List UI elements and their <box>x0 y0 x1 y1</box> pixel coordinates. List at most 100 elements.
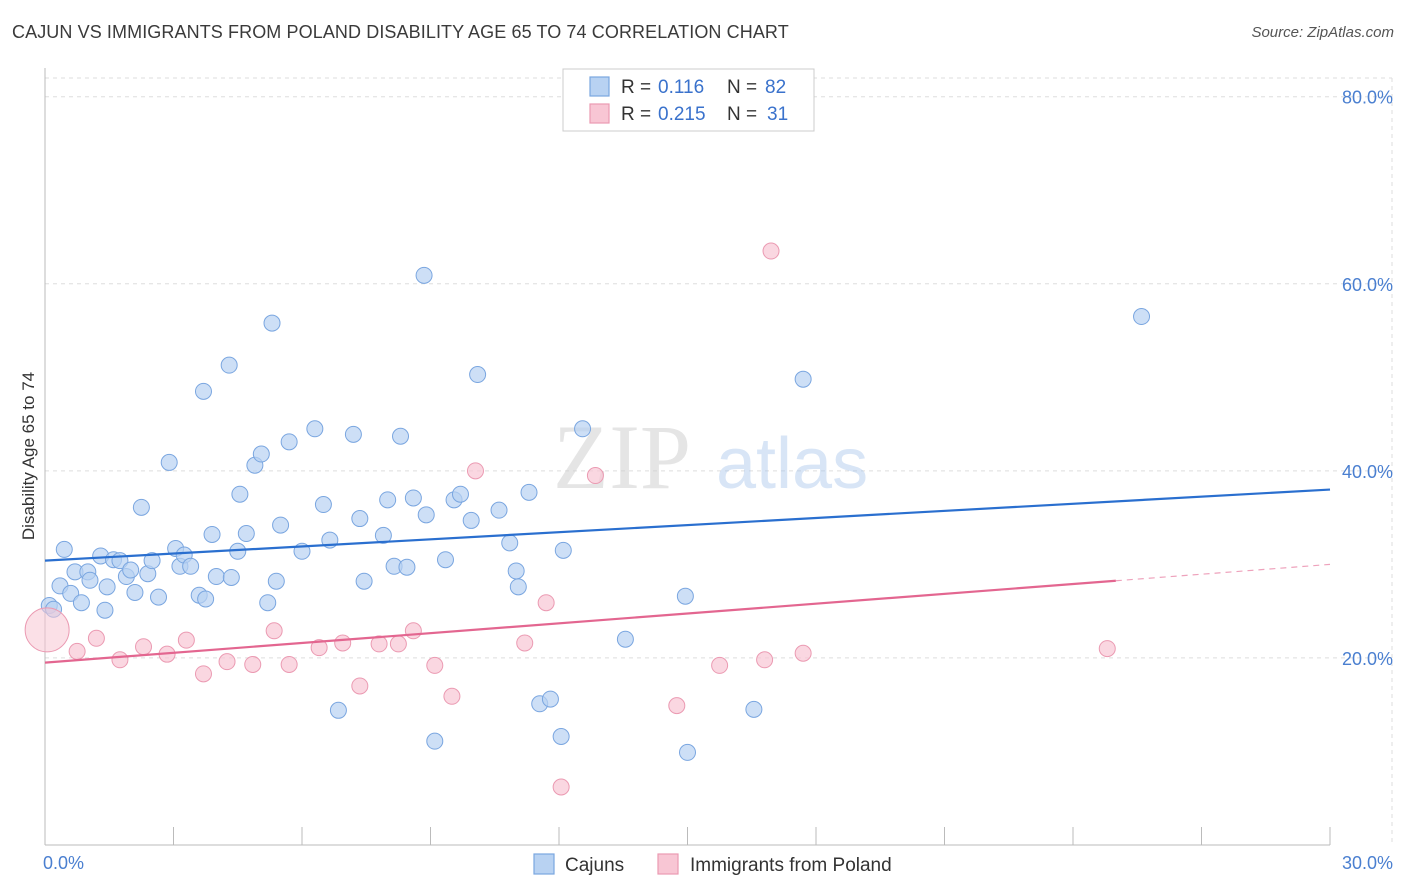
point-poland <box>466 462 484 480</box>
point-cajuns <box>679 743 696 761</box>
point-cajuns <box>426 732 444 750</box>
point-poland <box>516 634 534 652</box>
point-poland <box>135 638 153 656</box>
point-poland <box>1098 640 1116 658</box>
y-tick-label: 20.0% <box>1342 649 1393 669</box>
point-cajuns <box>417 506 435 524</box>
point-cajuns <box>509 578 527 596</box>
point-cajuns <box>55 540 73 558</box>
point-cajuns <box>392 427 410 445</box>
point-poland <box>389 635 407 653</box>
y-axis-title: Disability Age 65 to 74 <box>19 372 38 540</box>
point-cajuns <box>616 630 634 648</box>
point-cajuns <box>222 568 240 586</box>
tick-labels: 20.0% 40.0% 60.0% 80.0% 0.0% 30.0% <box>43 88 1393 873</box>
trend-line-poland-extension <box>1115 563 1331 582</box>
y-tick-label: 40.0% <box>1342 462 1393 482</box>
legend: R = 0.116 N = 82 R = 0.215 N = 31 <box>562 68 815 132</box>
point-poland <box>426 656 444 674</box>
watermark-zip: ZIP <box>553 406 691 508</box>
legend-cajuns-n-value: 82 <box>765 77 786 98</box>
point-poland <box>68 642 86 660</box>
point-cajuns <box>398 558 416 576</box>
point-cajuns <box>126 583 144 601</box>
legend-swatch-poland <box>589 103 610 124</box>
x-tick-label: 0.0% <box>43 853 84 873</box>
point-cajuns <box>541 690 559 708</box>
point-cajuns <box>451 485 469 503</box>
point-poland <box>177 631 195 649</box>
point-cajuns <box>62 584 80 602</box>
series-cajuns-points <box>40 266 1151 761</box>
bottom-legend-label-poland: Immigrants from Poland <box>690 855 892 876</box>
point-cajuns <box>231 485 249 503</box>
point-cajuns <box>1133 308 1151 326</box>
point-cajuns <box>507 562 525 580</box>
point-cajuns <box>676 587 694 605</box>
trend-line-poland <box>44 579 1116 664</box>
point-cajuns <box>280 433 298 451</box>
legend-poland-r-label: R = <box>621 104 651 125</box>
point-cajuns <box>355 572 373 590</box>
legend-cajuns-r-value: 0.116 <box>658 77 704 98</box>
point-poland <box>756 651 774 669</box>
trend-lines <box>44 488 1331 664</box>
point-cajuns <box>150 588 168 606</box>
point-poland <box>794 644 812 662</box>
legend-poland-n-value: 31 <box>767 104 788 125</box>
point-cajuns <box>415 266 433 284</box>
axes <box>44 68 1331 846</box>
point-cajuns <box>267 572 285 590</box>
trend-line-cajuns <box>44 488 1331 562</box>
point-poland <box>218 653 236 671</box>
point-cajuns <box>314 496 332 514</box>
y-tick-label: 60.0% <box>1342 275 1393 295</box>
point-cajuns <box>379 491 397 509</box>
point-cajuns <box>490 501 508 519</box>
legend-poland-n-label: N = <box>727 104 757 125</box>
point-poland <box>668 697 686 715</box>
point-cajuns <box>436 551 454 569</box>
point-poland <box>586 467 604 485</box>
point-cajuns <box>520 483 538 501</box>
point-cajuns <box>469 366 487 384</box>
legend-poland-r-value: 0.215 <box>658 104 706 125</box>
point-poland <box>111 651 129 669</box>
source-text: Source: ZipAtlas.com <box>1251 24 1394 41</box>
bottom-legend-swatch-poland <box>657 853 679 875</box>
point-cajuns <box>404 489 422 507</box>
point-poland <box>351 677 369 695</box>
point-cajuns <box>220 356 238 374</box>
bottom-legend-label-cajuns: Cajuns <box>565 855 624 876</box>
point-cajuns <box>329 701 347 719</box>
point-cajuns <box>574 420 592 438</box>
point-poland <box>244 655 262 673</box>
point-cajuns <box>143 552 161 570</box>
point-poland <box>552 778 570 796</box>
point-cajuns <box>259 594 277 612</box>
x-tick-label: 30.0% <box>1342 853 1393 873</box>
series-poland-points <box>24 242 1116 796</box>
point-poland <box>280 655 298 673</box>
bottom-legend: Cajuns Immigrants from Poland <box>533 853 892 876</box>
legend-cajuns-r-label: R = <box>621 77 651 98</box>
point-poland <box>194 665 212 683</box>
point-cajuns <box>344 425 362 443</box>
point-poland <box>87 629 105 647</box>
point-poland <box>404 622 422 640</box>
point-poland <box>265 622 283 640</box>
point-cajuns <box>272 516 290 534</box>
point-cajuns <box>462 511 480 529</box>
point-cajuns <box>263 314 281 332</box>
point-cajuns <box>552 727 570 745</box>
point-poland <box>370 635 388 653</box>
point-cajuns <box>794 370 812 388</box>
point-cajuns <box>98 578 116 596</box>
legend-cajuns-n-label: N = <box>727 77 757 98</box>
point-cajuns <box>132 498 150 516</box>
point-cajuns <box>554 541 572 559</box>
y-tick-label: 80.0% <box>1342 88 1393 108</box>
point-cajuns <box>745 700 763 718</box>
point-cajuns <box>351 510 369 528</box>
